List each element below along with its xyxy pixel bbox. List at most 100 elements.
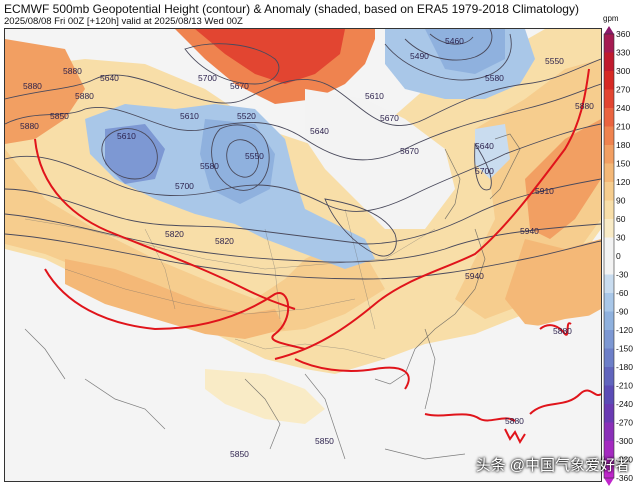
colorbar-segment: [604, 441, 614, 460]
contour-label: 5880: [63, 66, 82, 76]
contour-labels: 5700 5640 5670 5610 5520 5550 5610 5580 …: [20, 36, 594, 459]
colorbar-tick-label: -210: [616, 381, 633, 391]
colorbar-tick-label: -270: [616, 418, 633, 428]
contour-label: 5700: [198, 73, 217, 83]
colorbar-segment: [604, 422, 614, 442]
chart-title: ECMWF 500mb Geopotential Height (contour…: [4, 2, 579, 16]
positive-anomaly-tibet: [65, 259, 285, 339]
height-contours: [5, 29, 601, 280]
colorbar-segment: [604, 237, 614, 257]
contour-label: 5580: [485, 73, 504, 83]
positive-anomaly-pacific-core: [525, 119, 601, 239]
colorbar-segment: [604, 459, 614, 479]
borders: [24, 208, 436, 360]
colorbar-segment: [604, 330, 614, 349]
colorbar-tick-label: 0: [616, 251, 621, 261]
south-pale-orange: [205, 369, 325, 424]
colorbar-tick-label: 240: [616, 103, 630, 113]
contour-label: 5640: [310, 126, 329, 136]
colorbar-tick-label: 180: [616, 140, 630, 150]
colorbar-segment: [604, 163, 614, 183]
colorbar-tick-label: -180: [616, 362, 633, 372]
colorbar-segment: [604, 182, 614, 201]
colorbar-tick-label: -330: [616, 455, 633, 465]
colorbar-segment: [604, 348, 614, 368]
contour-label: 5640: [100, 73, 119, 83]
colorbar-extend-top: [604, 26, 614, 34]
chart-subtitle: 2025/08/08 Fri 00Z [+120h] valid at 2025…: [4, 16, 243, 27]
positive-anomaly-south: [5, 149, 385, 334]
colorbar-segment: [604, 200, 614, 220]
contour-label: 5670: [400, 146, 419, 156]
neutral-band: [305, 89, 455, 229]
contour-label: 5490: [410, 51, 429, 61]
contour-label: 5550: [545, 56, 564, 66]
colorbar-segment: [604, 52, 614, 72]
colorbar-tick-label: 270: [616, 85, 630, 95]
colorbar-tick-label: 120: [616, 177, 630, 187]
contour-label: 5850: [315, 436, 334, 446]
contour-label: 5610: [117, 131, 136, 141]
colorbar-segment: [604, 71, 614, 90]
colorbar-segment: [604, 145, 614, 164]
contour-label: 5520: [237, 111, 256, 121]
colorbar-tick-label: -120: [616, 325, 633, 335]
contour-label: 5700: [475, 166, 494, 176]
positive-anomaly-east: [505, 239, 601, 329]
colorbar-outline: [603, 33, 615, 479]
contour-label: 5880: [575, 101, 594, 111]
colorbar-segment: [604, 311, 614, 331]
colorbar-segment: [604, 89, 614, 109]
colorbar-segment: [604, 256, 614, 275]
colorbar-segment: [604, 108, 614, 127]
contour-label: 5610: [180, 111, 199, 121]
colorbar-tick-label: 210: [616, 122, 630, 132]
colorbar-segment: [604, 293, 614, 312]
contour-label: 5880: [20, 121, 39, 131]
colorbar-tick-label: 300: [616, 66, 630, 76]
colorbar-segment: [604, 367, 614, 386]
contour-label: 5820: [215, 236, 234, 246]
contour-label: 5670: [380, 113, 399, 123]
contour-label: 5550: [245, 151, 264, 161]
colorbar-tick-label: -300: [616, 436, 633, 446]
colorbar-segment: [604, 219, 614, 238]
watermark: 头条 @中国气象爱好者: [475, 457, 630, 474]
colorbar: 360 330 300 270 240 210 180 150 120 90 60 30 0 -30 -60…: [602, 26, 640, 486]
colorbar-segment: [604, 385, 614, 405]
colorbar-tick-label: -60: [616, 288, 629, 298]
colorbar-segment: [604, 274, 614, 294]
contour-label: 5640: [475, 141, 494, 151]
contour-label: 5880: [553, 326, 572, 336]
colorbar-tick-label: -90: [616, 307, 629, 317]
positive-anomaly-north-core: [195, 29, 345, 84]
contour-label: 5880: [505, 416, 524, 426]
colorbar-tick-label: -150: [616, 344, 633, 354]
colorbar-tick-label: 60: [616, 214, 626, 224]
contour-label: 5880: [75, 91, 94, 101]
contour-label: 5610: [365, 91, 384, 101]
colorbar-tick-label: -30: [616, 270, 629, 280]
negative-anomaly-japan: [475, 124, 510, 179]
colorbar-tick-label: -360: [616, 473, 633, 483]
colorbar-tick-label: -240: [616, 399, 633, 409]
colorbar-tick-label: 360: [616, 29, 630, 39]
colorbar-tick-label: 30: [616, 233, 626, 243]
colorbar-tick-label: 330: [616, 48, 630, 58]
colorbar-segment: [604, 34, 614, 53]
colorbar-extend-bottom: [604, 478, 614, 486]
contour-label: 5580: [200, 161, 219, 171]
contour-label: 5880: [23, 81, 42, 91]
contour-label: 5850: [230, 449, 249, 459]
contour-label: 5700: [175, 181, 194, 191]
colorbar-unit: gpm: [603, 14, 619, 23]
negative-anomaly-northeast-core: [425, 29, 505, 74]
colorbar-segment: [604, 404, 614, 423]
contour-label: 5940: [520, 226, 539, 236]
weather-map: 5700 5640 5670 5610 5520 5550 5610 5580 …: [4, 28, 602, 482]
contour-label: 5460: [445, 36, 464, 46]
coastlines: [24, 133, 521, 460]
contour-label: 5910: [535, 186, 554, 196]
colorbar-segment: [604, 126, 614, 146]
contour-5880-red: [34, 68, 601, 445]
